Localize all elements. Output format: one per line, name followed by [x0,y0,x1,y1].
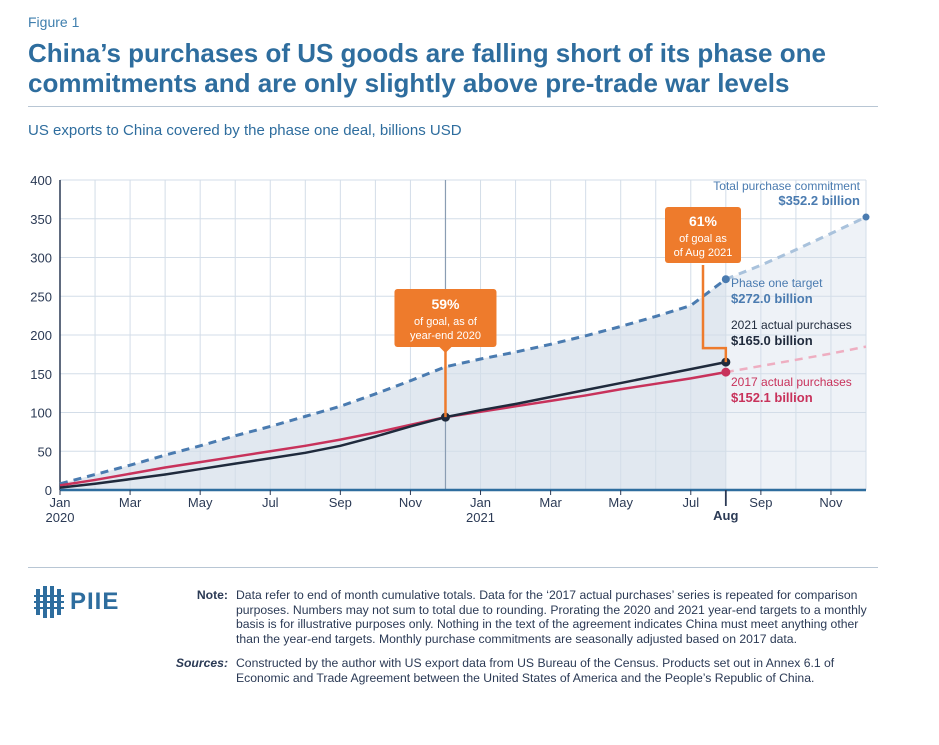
x-tick-label: Aug [713,508,738,523]
callout-2020-pointer [438,346,453,353]
y-tick-label: 400 [30,173,52,188]
x-tick-label: Sep [329,495,352,510]
y-tick-label: 200 [30,328,52,343]
y-tick-label: 250 [30,289,52,304]
target-area [60,279,726,490]
chart-subtitle: US exports to China covered by the phase… [28,122,462,139]
x-tick-year-label: 2020 [46,510,75,525]
piie-logo: PIIE [34,585,119,619]
title-divider [28,106,878,107]
notes-divider [28,567,878,568]
target-label: Phase one target [731,276,823,290]
series-line-target-projected [725,215,867,281]
callout-2020-line1: of goal, as of [414,316,478,328]
y-tick-label: 100 [30,406,52,421]
actual-2021-label: 2021 actual purchases [731,318,852,332]
callout-2021-leader [701,265,728,363]
x-tick-label: Nov [399,495,423,510]
x-tick-label: Jul [682,495,699,510]
x-tick-label: May [188,495,213,510]
callout-2021-line2: of Aug 2021 [674,247,733,259]
x-tick-label: Jan [50,495,71,510]
x-tick-label: Mar [119,495,142,510]
actual-2017-label: 2017 actual purchases [731,375,852,389]
actual-2017-value: $152.1 billion [731,390,813,405]
x-tick-label: Nov [819,495,843,510]
x-tick-label: Mar [539,495,562,510]
piie-logo-icon [34,586,64,618]
total-value: $352.2 billion [778,193,860,208]
note-text: Data refer to end of month cumulative to… [236,588,867,646]
note-row: Note: Data refer to end of month cumulat… [160,588,880,646]
y-tick-label: 0 [45,483,52,498]
note-label: Note: [196,588,228,602]
actual-2017-point [721,367,731,377]
callout-2021-pct: 61% [689,213,718,229]
series-line-2021 [59,360,727,489]
x-tick-year-label: 2021 [466,510,495,525]
x-tick-label: Sep [749,495,772,510]
actual-2021-value: $165.0 billion [731,333,813,348]
y-tick-label: 50 [38,444,52,459]
x-tick-label: Jul [262,495,279,510]
sources-text: Constructed by the author with US export… [236,656,835,685]
series-line-2017-projected [725,345,867,374]
callout-2020-pct: 59% [431,296,460,312]
y-tick-label: 350 [30,212,52,227]
y-tick-label: 300 [30,251,52,266]
total-point [862,213,870,221]
target-value: $272.0 billion [731,291,813,306]
sources-row: Sources: Constructed by the author with … [160,656,880,685]
sources-label: Sources: [175,656,228,670]
figure-label: Figure 1 [28,14,80,30]
total-label: Total purchase commitment [713,179,860,193]
target-point [721,275,730,284]
logo-text: PIIE [70,588,120,615]
callout-2020-box [394,289,497,347]
y-tick-label: 150 [30,367,52,382]
x-tick-label: May [608,495,633,510]
x-tick-label: Jan [470,495,491,510]
chart-title: China’s purchases of US goods are fallin… [28,38,826,98]
notes-block: Note: Data refer to end of month cumulat… [160,588,880,695]
callout-2021-line1: of goal as [679,233,727,245]
series-line-target [59,278,727,486]
callout-2021-box [665,207,741,263]
callout-2020-line2: year-end 2020 [410,330,481,342]
series-line-2017 [59,370,727,487]
